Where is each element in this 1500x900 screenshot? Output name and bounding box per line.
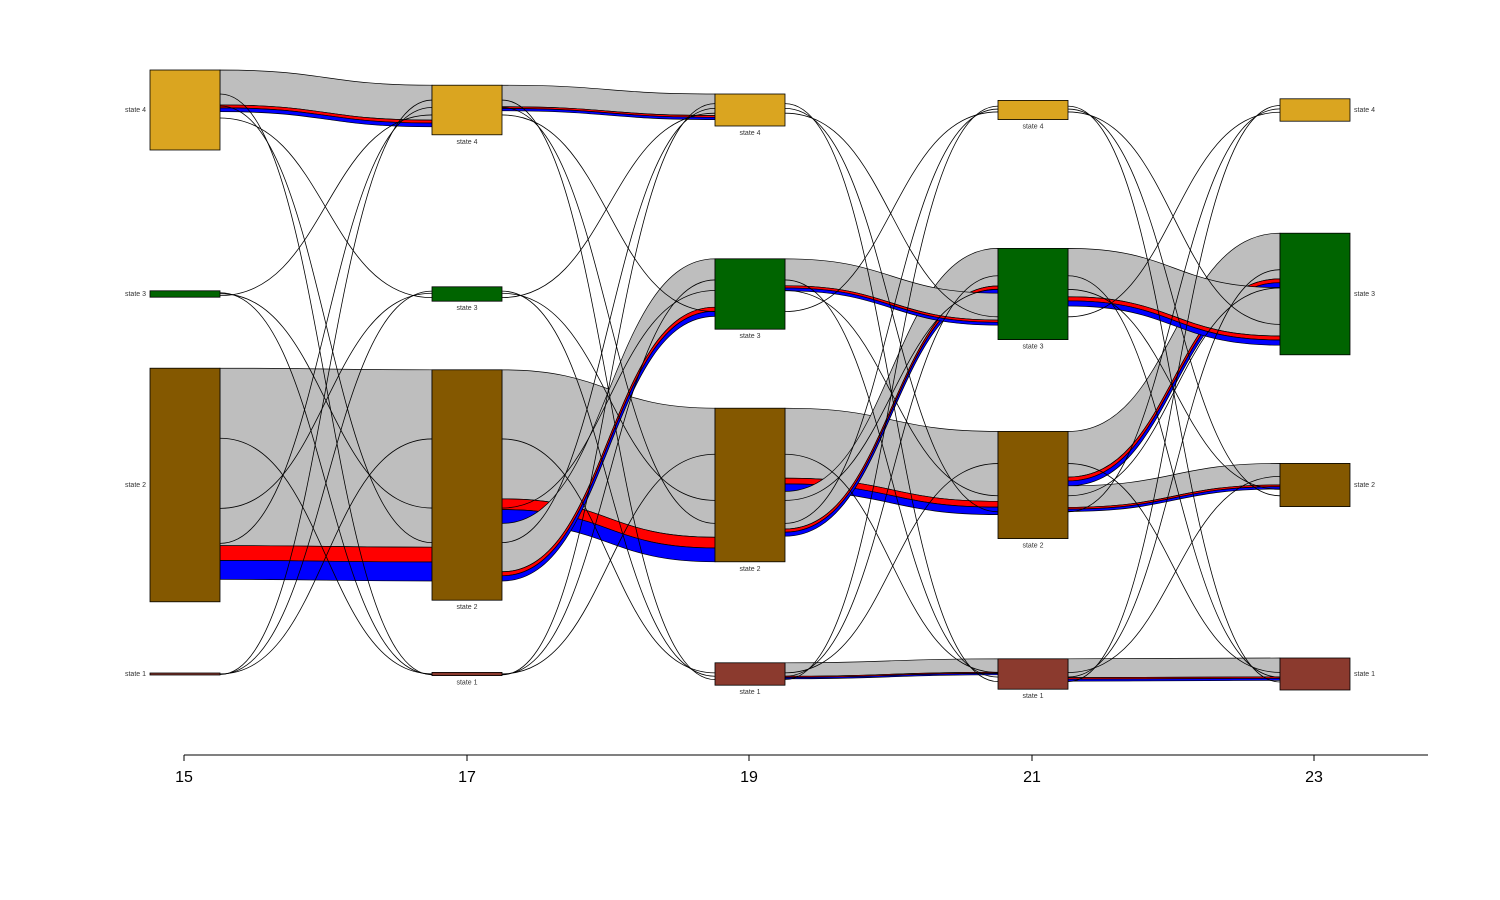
thin-flow-0-3-0 xyxy=(219,93,433,676)
x-tick-label-19: 19 xyxy=(740,769,758,786)
node-17-state2 xyxy=(431,369,503,601)
thin-flow-1-0-1 xyxy=(501,453,716,675)
thin-flow-2-0-2 xyxy=(784,275,999,677)
node-19-state4 xyxy=(714,93,786,127)
node-label-15-state1: state 1 xyxy=(125,671,146,678)
flow-15-state2-to-17-state2-blue xyxy=(219,560,433,582)
node-21-state4 xyxy=(997,100,1069,121)
node-label-23-state3: state 3 xyxy=(1354,291,1375,298)
node-label-19-state4: state 4 xyxy=(739,130,760,137)
thin-flow-3-1-0 xyxy=(1067,463,1281,673)
node-15-state1 xyxy=(149,672,221,676)
flows-layer xyxy=(219,69,1281,682)
node-19-state2 xyxy=(714,407,786,563)
thin-flow-0-2-3 xyxy=(219,114,433,296)
node-label-15-state4: state 4 xyxy=(125,107,146,114)
node-23-state2 xyxy=(1279,462,1351,507)
node-label-17-state4: state 4 xyxy=(456,139,477,146)
node-17-state1 xyxy=(431,672,503,677)
thin-flows-layer xyxy=(219,93,1281,683)
thin-flow-0-3-1 xyxy=(219,105,433,543)
node-21-state3 xyxy=(997,247,1069,340)
x-tick-label-15: 15 xyxy=(175,769,193,786)
node-19-state1 xyxy=(714,662,786,686)
x-tick-label-21: 21 xyxy=(1023,769,1041,786)
thin-flow-2-1-0 xyxy=(784,453,999,673)
node-15-state3 xyxy=(149,290,221,298)
node-label-15-state2: state 2 xyxy=(125,482,146,489)
thin-flow-1-1-0 xyxy=(501,438,716,674)
thin-flow-2-1-2 xyxy=(784,289,999,501)
thin-flow-2-3-0 xyxy=(784,103,999,682)
thin-flow-1-2-1 xyxy=(501,292,716,501)
node-23-state1 xyxy=(1279,657,1351,691)
flow-15-state2-to-17-state2-red xyxy=(219,545,433,563)
node-label-15-state3: state 3 xyxy=(125,291,146,298)
thin-flow-2-2-3 xyxy=(784,111,999,312)
thin-flow-1-2-0 xyxy=(501,290,716,677)
node-17-state4 xyxy=(431,84,503,136)
node-label-17-state3: state 3 xyxy=(456,305,477,312)
thin-flow-1-3-0 xyxy=(501,99,716,680)
node-label-19-state2: state 2 xyxy=(739,566,760,573)
flow-21-state1-to-23-state1-blue xyxy=(1067,678,1281,682)
node-23-state3 xyxy=(1279,232,1351,356)
node-label-21-state2: state 2 xyxy=(1022,543,1043,550)
node-19-state3 xyxy=(714,258,786,330)
node-label-17-state2: state 2 xyxy=(456,604,477,611)
thin-flow-3-2-1 xyxy=(1067,289,1281,490)
node-15-state4 xyxy=(149,69,221,151)
thin-flow-1-2-3 xyxy=(501,112,716,298)
node-label-19-state1: state 1 xyxy=(739,689,760,696)
thin-flow-3-3-1 xyxy=(1067,108,1281,497)
node-label-21-state1: state 1 xyxy=(1022,693,1043,700)
node-label-21-state4: state 4 xyxy=(1022,124,1043,131)
thin-flow-3-2-0 xyxy=(1067,275,1281,678)
thin-flow-0-2-1 xyxy=(219,293,433,509)
node-label-21-state3: state 3 xyxy=(1022,344,1043,351)
thin-flow-1-1-3 xyxy=(501,108,716,543)
node-21-state1 xyxy=(997,658,1069,690)
thin-flow-3-2-3 xyxy=(1067,111,1281,318)
thin-flow-2-0-1 xyxy=(784,463,999,674)
node-23-state4 xyxy=(1279,98,1351,122)
thin-flow-3-3-2 xyxy=(1067,111,1281,325)
x-tick-label-17: 17 xyxy=(458,769,476,786)
thin-flow-3-3-0 xyxy=(1067,105,1281,683)
thin-flow-0-2-0 xyxy=(219,292,433,675)
thin-flow-3-1-2 xyxy=(1067,287,1281,497)
thin-flow-3-1-3 xyxy=(1067,108,1281,513)
node-label-23-state4: state 4 xyxy=(1354,107,1375,114)
thin-flow-3-0-2 xyxy=(1067,269,1281,678)
x-tick-label-23: 23 xyxy=(1305,769,1323,786)
thin-flow-2-3-2 xyxy=(784,112,999,318)
node-21-state2 xyxy=(997,430,1069,539)
thin-flow-1-3-1 xyxy=(501,107,716,524)
node-15-state2 xyxy=(149,367,221,603)
node-label-23-state2: state 2 xyxy=(1354,482,1375,489)
node-label-19-state3: state 3 xyxy=(739,333,760,340)
thin-flow-1-3-2 xyxy=(501,114,716,312)
thin-flow-2-3-1 xyxy=(784,108,999,513)
node-label-23-state1: state 1 xyxy=(1354,671,1375,678)
node-label-17-state1: state 1 xyxy=(456,680,477,687)
flow-15-state2-to-17-state2-grey xyxy=(219,367,433,548)
thin-flow-0-3-2 xyxy=(219,117,433,298)
x-axis: 15 17 19 21 23 xyxy=(175,754,1428,786)
nodes-layer: state 1 state 2 state 3 state 4 state 1 state… xyxy=(125,69,1375,700)
thin-flow-2-1-3 xyxy=(784,108,999,524)
node-17-state3 xyxy=(431,286,503,302)
thin-flow-3-0-1 xyxy=(1067,475,1281,673)
thin-flow-0-1-0 xyxy=(219,437,433,675)
